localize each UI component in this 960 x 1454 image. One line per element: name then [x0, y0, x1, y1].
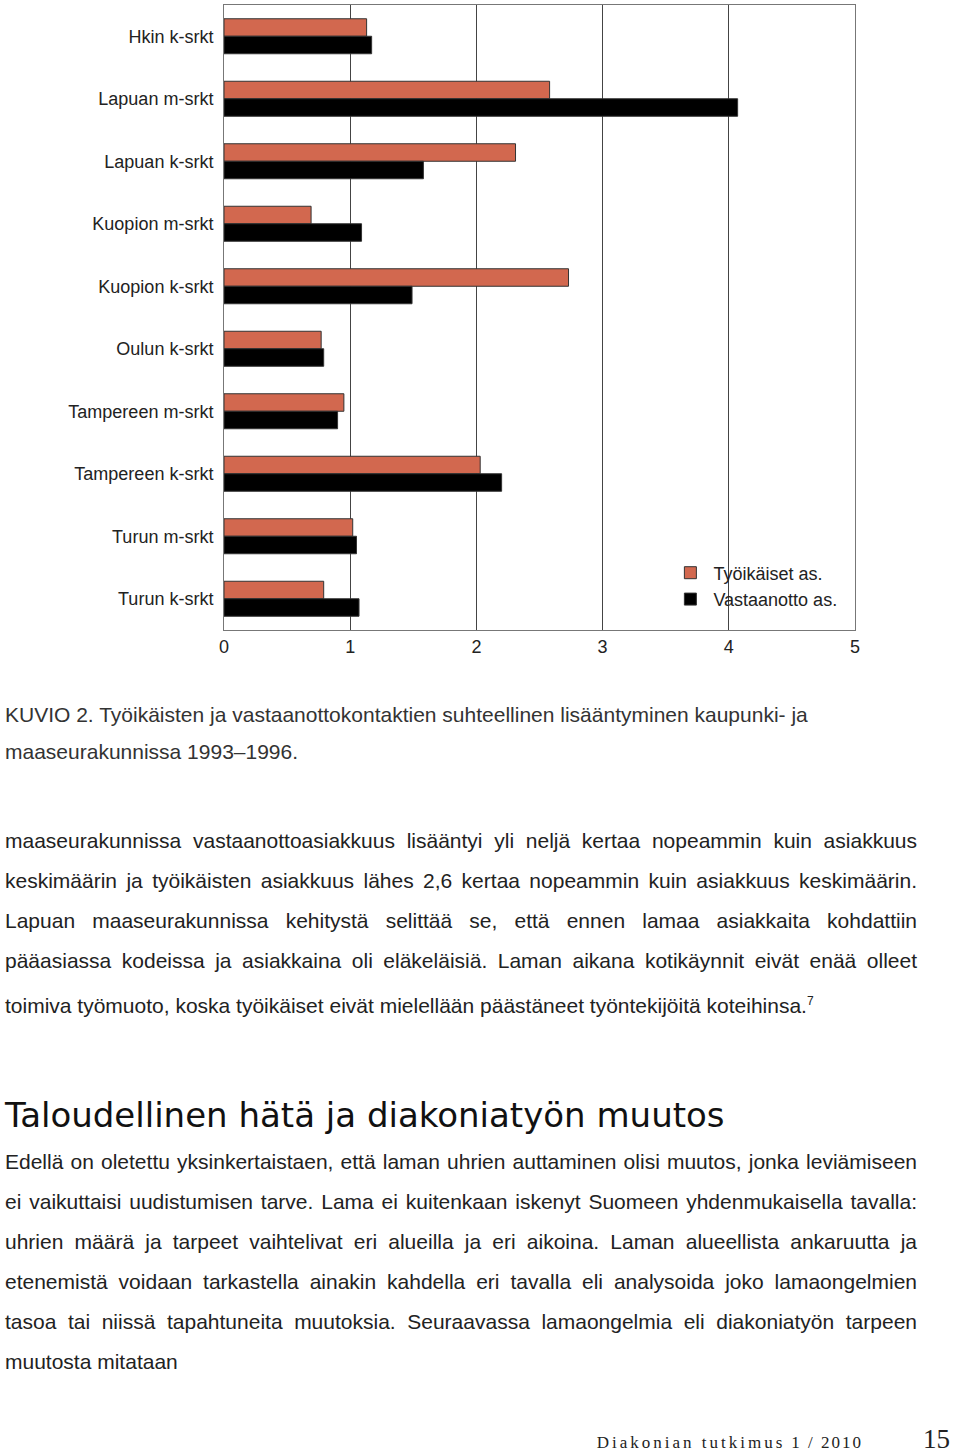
- svg-text:Työikäiset as.: Työikäiset as.: [713, 564, 822, 584]
- svg-text:3: 3: [598, 637, 608, 657]
- svg-text:5: 5: [850, 637, 860, 657]
- svg-text:Kuopion k-srkt: Kuopion k-srkt: [98, 277, 213, 297]
- html-text:15: 15: [923, 1424, 950, 1454]
- svg-text:2: 2: [471, 637, 481, 657]
- svg-text:Lapuan k-srkt: Lapuan k-srkt: [104, 152, 213, 172]
- html-text:Edellä on oletettu yksinkertai: Edellä on oletettu yksinkertaistaen, ett…: [5, 1150, 917, 1373]
- svg-text:Oulun k-srkt: Oulun k-srkt: [116, 339, 213, 359]
- svg-text:Turun m-srkt: Turun m-srkt: [112, 527, 213, 547]
- svg-text:Kuopion m-srkt: Kuopion m-srkt: [92, 214, 213, 234]
- html-text:KUVIO 2. Työikäisten ja vastaa: KUVIO 2. Työikäisten ja vastaanottokonta…: [5, 703, 808, 763]
- html-text:maaseurakunnissa vastaanottoas: maaseurakunnissa vastaanottoasiakkuus li…: [5, 829, 917, 1017]
- svg-text:Vastaanotto as.: Vastaanotto as.: [713, 590, 837, 610]
- svg-text:Lapuan m-srkt: Lapuan m-srkt: [98, 89, 213, 109]
- svg-text:4: 4: [724, 637, 734, 657]
- svg-text:Tampereen m-srkt: Tampereen m-srkt: [68, 402, 213, 422]
- svg-text:0: 0: [219, 637, 229, 657]
- svg-text:Tampereen k-srkt: Tampereen k-srkt: [74, 464, 213, 484]
- svg-text:Hkin k-srkt: Hkin k-srkt: [128, 27, 213, 47]
- html-text:Diakonian tutkimus 1 / 2010: Diakonian tutkimus 1 / 2010: [596, 1433, 863, 1452]
- html-text:Taloudellinen hätä ja diakonia: Taloudellinen hätä ja diakoniatyön muuto…: [5, 1095, 725, 1135]
- svg-text:Turun k-srkt: Turun k-srkt: [118, 589, 213, 609]
- svg-text:1: 1: [345, 637, 355, 657]
